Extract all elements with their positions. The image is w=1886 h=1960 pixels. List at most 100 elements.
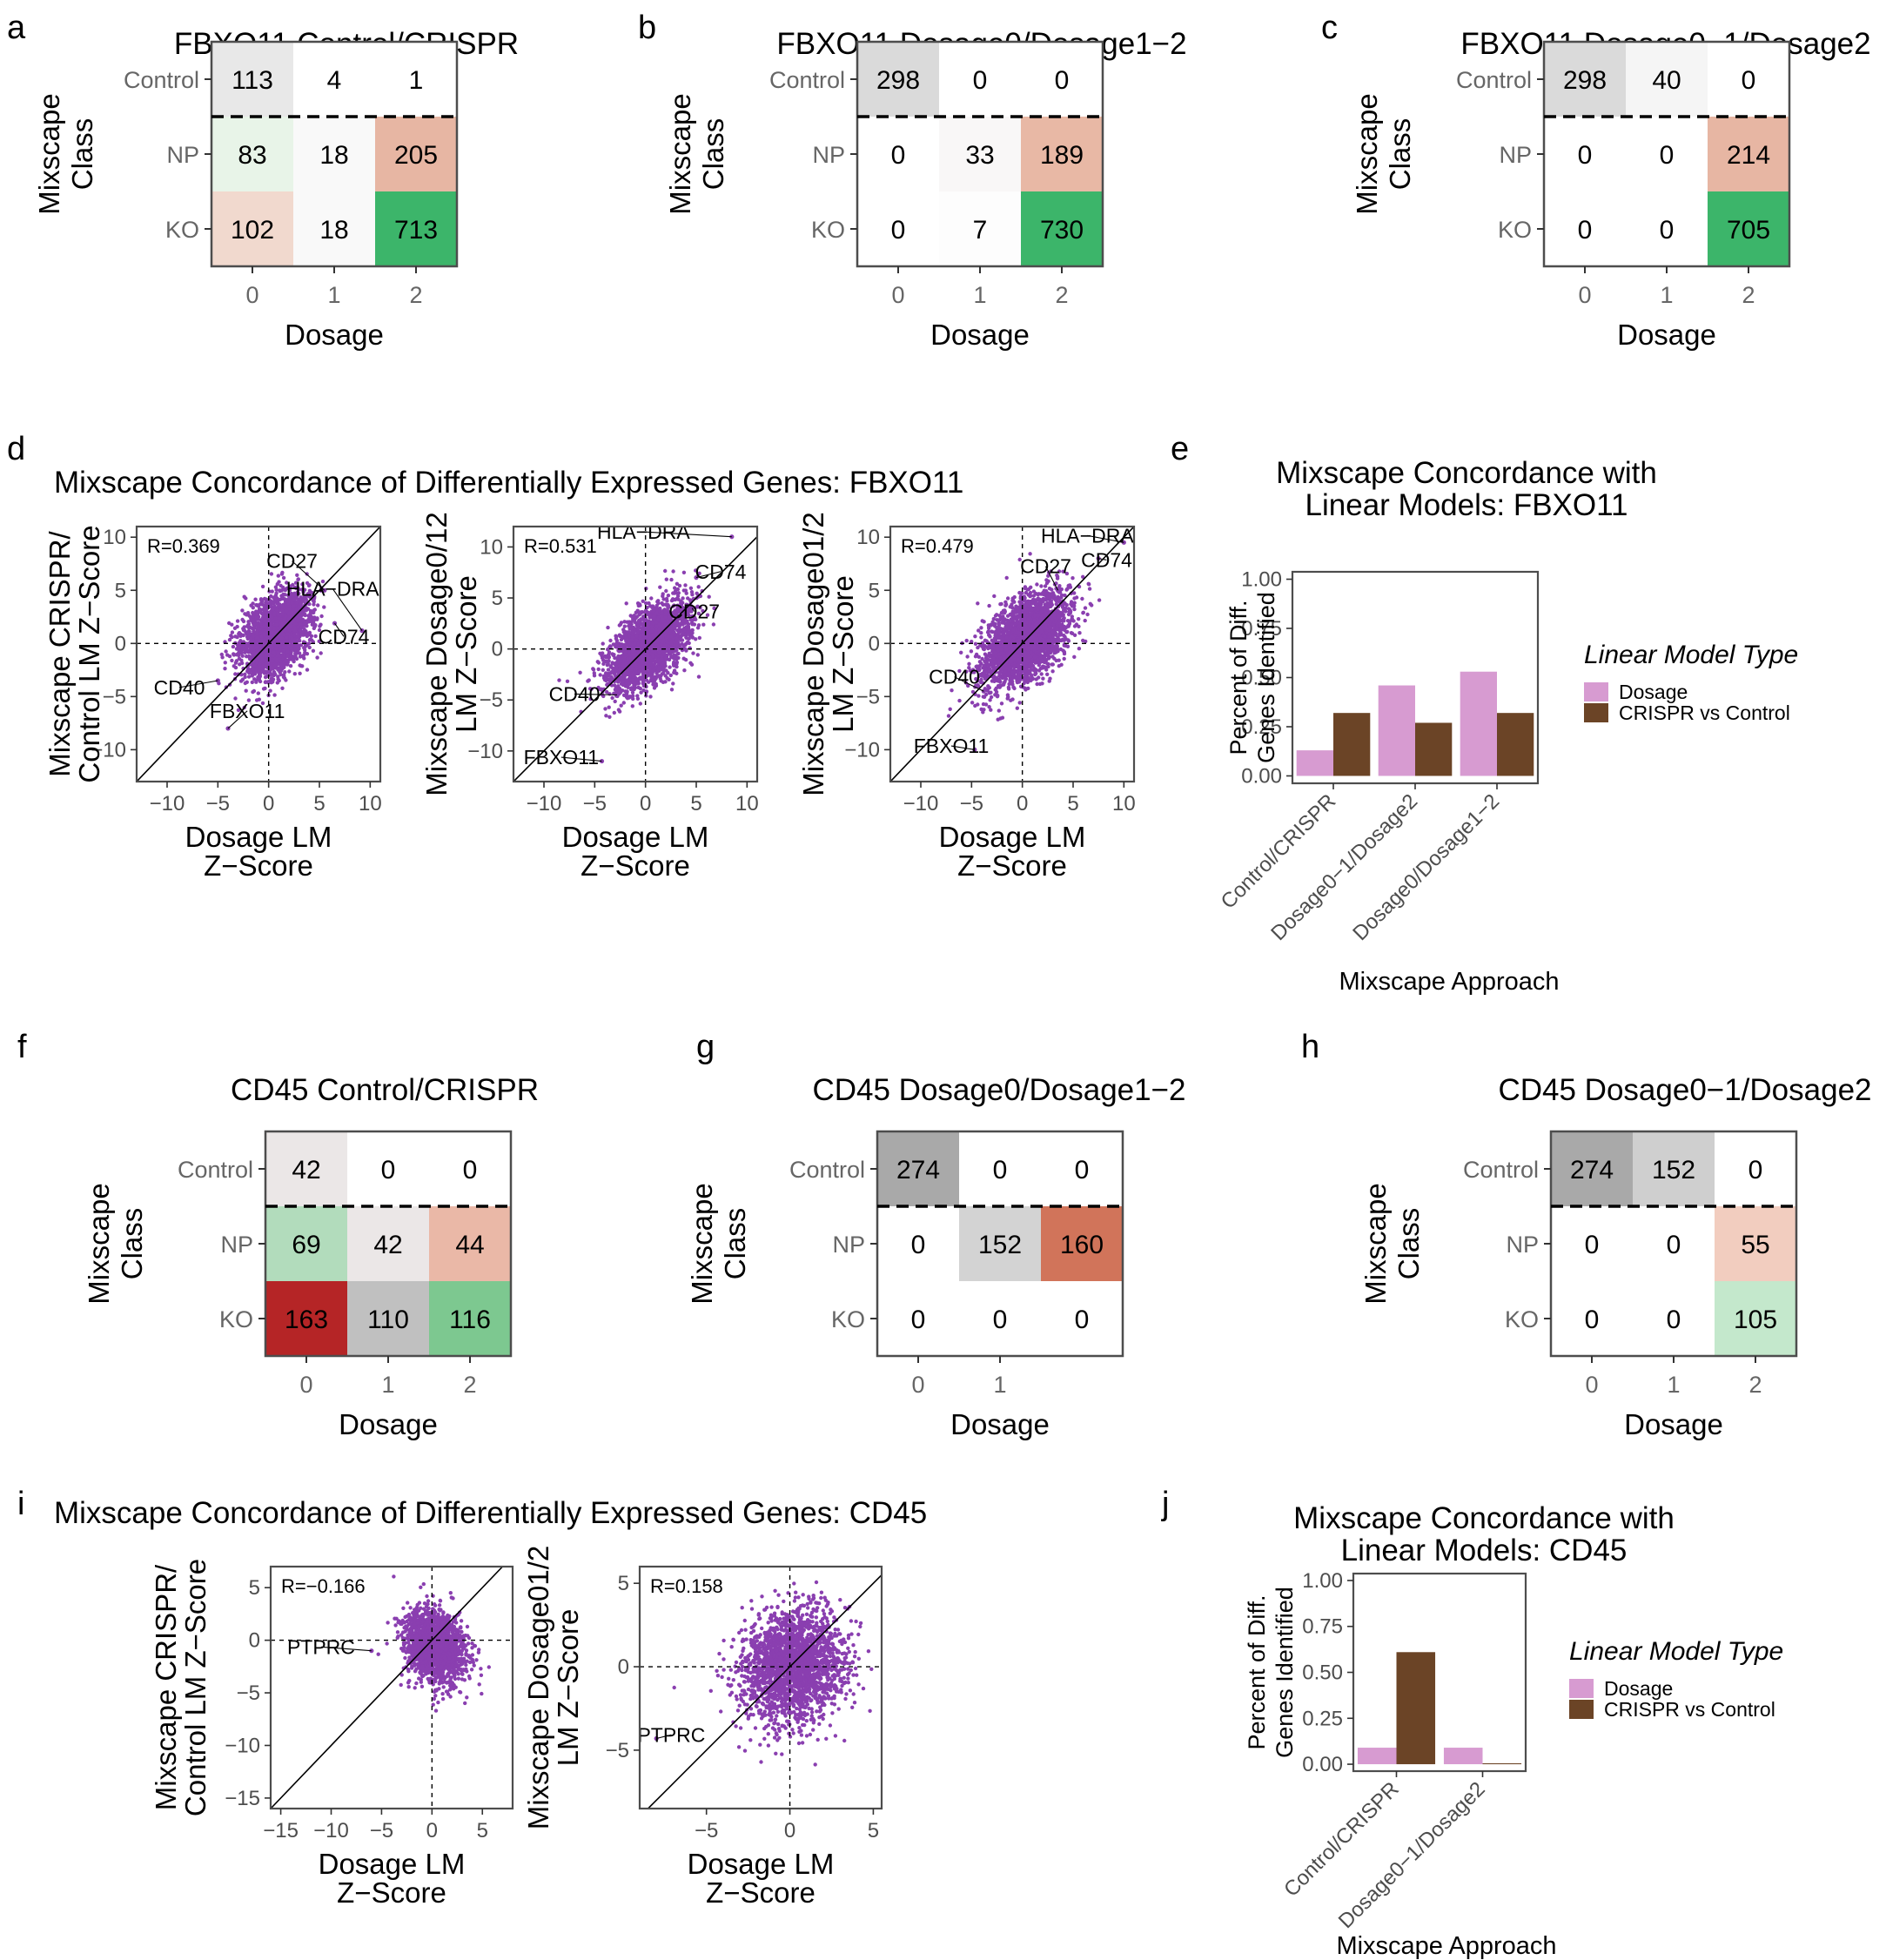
data-point [683,657,688,662]
heatmap-cell [857,191,939,266]
data-point [591,667,595,671]
data-point [240,608,245,613]
data-point [276,611,280,616]
data-point [639,643,643,648]
data-point [294,651,299,655]
data-point [675,603,680,607]
heatmap-cell-value: 0 [993,1306,1008,1334]
data-point [641,637,646,642]
data-point [270,589,274,594]
x-axis-title: Dosage LM [185,821,332,853]
data-point [645,605,649,610]
x-tick-label: 5 [690,792,701,816]
data-point [654,628,658,632]
gene-leader-line [643,531,732,538]
gene-leader-line [574,693,618,695]
data-point [295,618,299,623]
data-point [605,689,609,695]
data-point [302,612,306,616]
data-point [298,628,302,633]
heatmap-cell-value: 0 [891,216,906,245]
data-point [232,653,236,657]
data-point [313,634,318,639]
data-point [289,624,293,628]
data-point [284,678,288,682]
data-point [623,642,628,647]
points-cloud [217,570,326,713]
data-point [634,634,639,638]
data-point [290,636,294,641]
heatmap-cell-value: 55 [1741,1231,1769,1259]
data-point [299,587,305,592]
data-point [657,622,661,628]
data-point [646,625,651,630]
data-point [243,675,247,680]
data-point [278,588,282,593]
data-point [557,678,561,682]
data-point [231,644,236,649]
y-tick-label: NP [832,1232,865,1258]
data-point [697,571,701,575]
data-point [659,635,663,640]
data-point [691,651,695,655]
heatmap-a: FBXO11 Control/CRISPR1134183182051021871… [33,27,519,351]
data-point [252,672,258,676]
y-tick-label: NP [1506,1232,1539,1258]
data-point [235,634,239,640]
x-tick-label: −5 [206,792,230,816]
data-point [292,604,296,608]
data-point [264,658,268,662]
data-point [675,608,680,613]
data-point [296,625,300,629]
data-point [640,675,645,680]
data-point [284,646,289,650]
data-point [696,623,701,628]
data-point [261,666,265,670]
heatmap-cell-value: 713 [394,216,438,245]
data-point [604,714,608,718]
data-point [282,648,286,653]
data-point [233,696,238,701]
data-point [268,688,272,693]
data-point [694,637,698,641]
data-point [661,680,666,684]
data-point [230,634,234,640]
heatmap-cell-value: 0 [1578,141,1593,170]
heatmap-cell-value: 113 [232,66,273,95]
data-point [606,625,610,630]
data-point [651,654,655,659]
data-point [686,626,691,630]
data-point [244,688,248,693]
data-point [676,597,681,601]
data-point [252,619,257,623]
data-point [240,648,245,652]
data-point [663,615,668,620]
x-tick-label: 0 [891,282,904,308]
data-point [660,611,664,615]
data-point [270,654,275,658]
data-point [267,627,272,631]
data-point [681,588,686,593]
x-axis-title: Dosage [950,1408,1050,1440]
data-point [318,624,322,628]
y-tick-label: KO [1505,1306,1539,1332]
data-point [305,620,310,624]
data-point [285,654,290,658]
data-point [651,682,655,687]
data-point [645,638,650,642]
data-point [657,665,661,669]
data-point [666,634,670,639]
data-point [243,681,247,686]
y-axis-title: Class [1384,118,1416,191]
data-point [292,637,297,641]
heatmap-cell [1021,42,1103,117]
data-point [622,624,627,628]
data-point [606,668,611,672]
data-point [665,599,669,603]
data-point [634,623,640,628]
data-point [683,647,688,652]
data-point [684,635,688,640]
